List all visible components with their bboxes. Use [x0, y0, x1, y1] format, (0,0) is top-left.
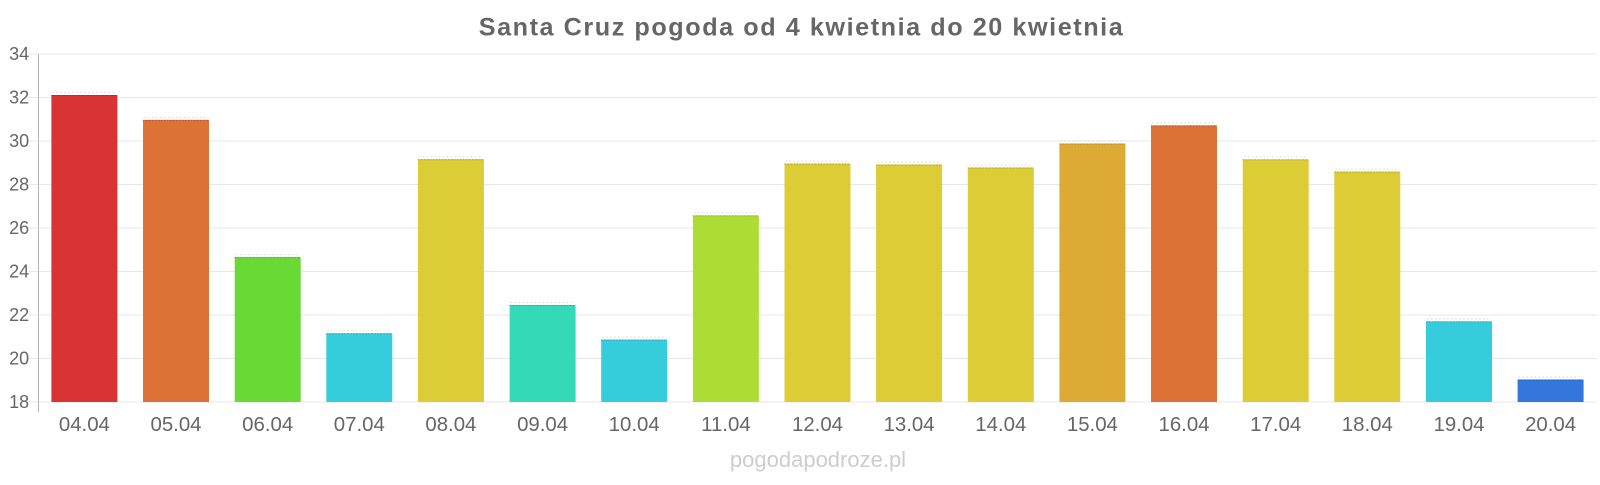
svg-text:14.04: 14.04: [975, 414, 1026, 436]
svg-text:20.04: 20.04: [1525, 414, 1576, 436]
svg-text:28: 28: [9, 175, 29, 195]
svg-text:Santa Cruz pogoda od 4 kwietni: Santa Cruz pogoda od 4 kwietnia do 20 kw…: [479, 14, 1125, 42]
svg-text:05.04: 05.04: [150, 414, 201, 436]
svg-text:09.04: 09.04: [517, 414, 568, 436]
svg-text:26: 26: [9, 218, 29, 238]
svg-text:08.04: 08.04: [425, 414, 476, 436]
svg-text:22: 22: [9, 305, 29, 325]
svg-text:06.04: 06.04: [242, 414, 293, 436]
svg-text:34: 34: [9, 44, 29, 64]
svg-text:04.04: 04.04: [59, 414, 110, 436]
svg-text:07.04: 07.04: [334, 414, 385, 436]
svg-text:pogodapodroze.pl: pogodapodroze.pl: [730, 447, 906, 472]
svg-text:11.04: 11.04: [701, 414, 751, 436]
svg-text:24: 24: [9, 262, 29, 282]
svg-text:16.04: 16.04: [1158, 414, 1209, 436]
svg-text:20: 20: [9, 349, 29, 369]
svg-text:30: 30: [9, 131, 29, 151]
svg-text:15.04: 15.04: [1067, 414, 1118, 436]
svg-text:32: 32: [9, 88, 29, 108]
svg-text:13.04: 13.04: [884, 414, 935, 436]
svg-text:18: 18: [9, 392, 29, 412]
svg-text:18.04: 18.04: [1342, 414, 1393, 436]
svg-text:19.04: 19.04: [1433, 414, 1484, 436]
svg-text:12.04: 12.04: [792, 414, 843, 436]
svg-text:10.04: 10.04: [609, 414, 660, 436]
svg-text:17.04: 17.04: [1250, 414, 1301, 436]
